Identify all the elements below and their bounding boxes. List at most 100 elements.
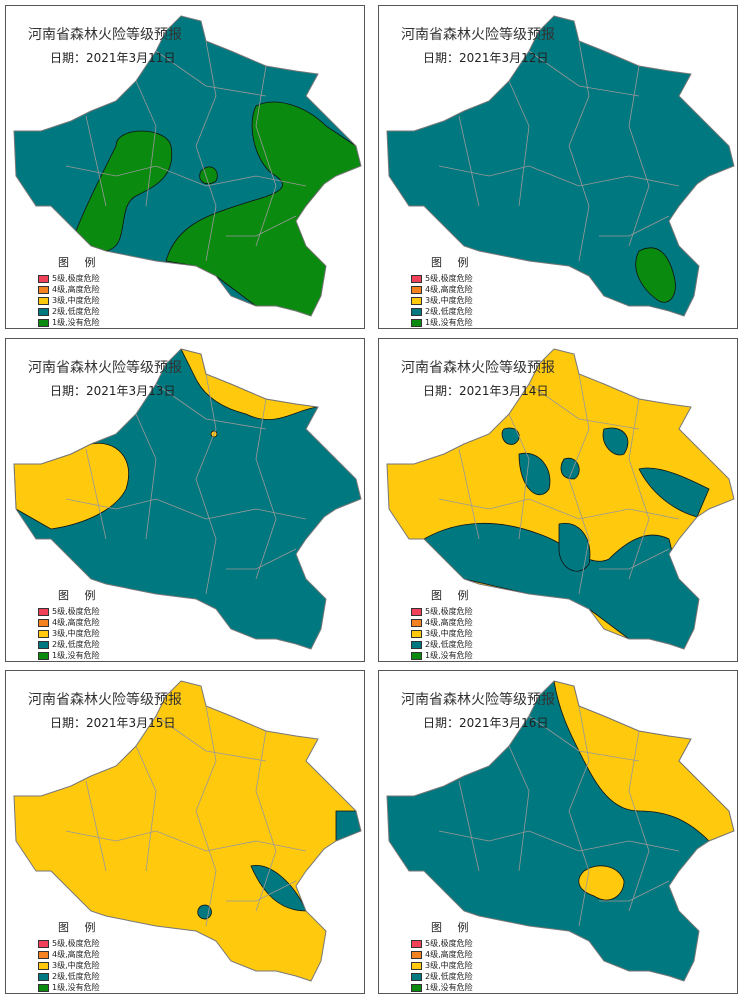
legend-label: 5级,极度危险	[52, 607, 100, 616]
legend-item: 4级,高度危险	[411, 949, 475, 960]
legend-label: 5级,极度危险	[425, 274, 473, 283]
map-title: 河南省森林火险等级预报	[401, 360, 555, 376]
legend-item: 5级,极度危险	[38, 938, 102, 949]
legend-swatch	[411, 950, 422, 959]
legend-label: 5级,极度危险	[425, 607, 473, 616]
legend-swatch	[38, 618, 49, 627]
province-border	[386, 15, 735, 317]
legend-swatch	[38, 629, 49, 638]
legend-swatch	[38, 274, 49, 283]
district-borders	[65, 705, 307, 927]
legend-swatch	[38, 318, 49, 327]
province-border	[13, 15, 362, 317]
legend-label: 1级,没有危险	[52, 651, 100, 660]
legend-label: 4级,高度危险	[52, 285, 100, 294]
legend-swatch	[411, 307, 422, 316]
legend-label: 4级,高度危险	[52, 618, 100, 627]
legend-item: 1级,没有危险	[38, 650, 102, 661]
legend: 图 例 5级,极度危险 4级,高度危险 3级,中度危险 2级,低度危险 1级,没有危险	[38, 254, 102, 328]
legend-label: 4级,高度危险	[425, 950, 473, 959]
forecast-map-panel: 河南省森林火险等级预报 日期：2021年3月11日图 例 5级,极度危险 4级,高度危…	[5, 5, 365, 329]
forecast-map-panel: 河南省森林火险等级预报 日期：2021年3月13日图 例 5级,极度危险 4级,高度危…	[5, 338, 365, 662]
legend-label: 3级,中度危险	[425, 296, 473, 305]
legend-item: 1级,没有危险	[411, 982, 475, 993]
legend-item: 5级,极度危险	[411, 273, 475, 284]
legend-item: 3级,中度危险	[411, 295, 475, 306]
map-date: 日期：2021年3月15日	[50, 716, 176, 730]
legend-label: 1级,没有危险	[52, 983, 100, 992]
map-date: 日期：2021年3月16日	[423, 716, 549, 730]
legend-swatch	[411, 274, 422, 283]
legend-item: 5级,极度危险	[411, 606, 475, 617]
legend-label: 2级,低度危险	[52, 307, 100, 316]
legend-title: 图 例	[431, 589, 475, 602]
map-date: 日期：2021年3月13日	[50, 384, 176, 398]
henan-map	[13, 680, 362, 982]
legend-label: 4级,高度危险	[425, 618, 473, 627]
risk-zone	[199, 166, 218, 185]
legend-item: 4级,高度危险	[38, 284, 102, 295]
district-borders	[65, 373, 307, 595]
legend-item: 5级,极度危险	[38, 606, 102, 617]
legend: 图 例 5级,极度危险 4级,高度危险 3级,中度危险 2级,低度危险 1级,没有危险	[38, 919, 102, 993]
legend-swatch	[411, 939, 422, 948]
henan-map	[13, 348, 362, 650]
legend-swatch	[38, 296, 49, 305]
legend-title: 图 例	[58, 921, 102, 934]
henan-map	[386, 348, 735, 650]
legend: 图 例 5级,极度危险 4级,高度危险 3级,中度危险 2级,低度危险 1级,没有危险	[411, 919, 475, 993]
province-border	[386, 680, 735, 982]
legend-item: 3级,中度危险	[38, 960, 102, 971]
legend-item: 1级,没有危险	[411, 650, 475, 661]
legend-swatch	[411, 629, 422, 638]
province-region	[387, 16, 734, 316]
map-title: 河南省森林火险等级预报	[401, 27, 555, 43]
legend-label: 2级,低度危险	[52, 640, 100, 649]
legend-item: 2级,低度危险	[411, 639, 475, 650]
legend-swatch	[38, 640, 49, 649]
legend-label: 3级,中度危险	[425, 961, 473, 970]
province-border	[13, 680, 362, 982]
legend-label: 4级,高度危险	[425, 285, 473, 294]
legend-item: 2级,低度危险	[38, 639, 102, 650]
legend-label: 3级,中度危险	[52, 296, 100, 305]
province-border	[386, 348, 735, 650]
legend-swatch	[38, 939, 49, 948]
district-borders	[65, 40, 307, 262]
legend-label: 1级,没有危险	[425, 318, 473, 327]
risk-zone	[638, 467, 710, 518]
legend: 图 例 5级,极度危险 4级,高度危险 3级,中度危险 2级,低度危险 1级,没有危险	[38, 587, 102, 661]
legend-swatch	[38, 983, 49, 992]
legend-item: 2级,低度危险	[411, 306, 475, 317]
legend-label: 1级,没有危险	[425, 651, 473, 660]
legend-swatch	[38, 285, 49, 294]
henan-map	[386, 15, 735, 317]
legend-swatch	[38, 307, 49, 316]
legend-swatch	[38, 607, 49, 616]
forecast-map-panel: 河南省森林火险等级预报 日期：2021年3月16日图 例 5级,极度危险 4级,高度危…	[378, 670, 738, 994]
province-border	[13, 348, 362, 650]
legend-swatch	[411, 285, 422, 294]
legend-item: 3级,中度危险	[411, 960, 475, 971]
map-title: 河南省森林火险等级预报	[28, 27, 182, 43]
district-borders	[438, 705, 680, 927]
legend-item: 3级,中度危险	[38, 628, 102, 639]
legend-label: 5级,极度危险	[425, 939, 473, 948]
legend-label: 1级,没有危险	[425, 983, 473, 992]
legend-label: 2级,低度危险	[52, 972, 100, 981]
legend-swatch	[411, 972, 422, 981]
legend-item: 3级,中度危险	[411, 628, 475, 639]
map-date: 日期：2021年3月14日	[423, 384, 549, 398]
legend-item: 1级,没有危险	[38, 982, 102, 993]
legend-label: 2级,低度危险	[425, 972, 473, 981]
legend-title: 图 例	[431, 256, 475, 269]
legend-item: 4级,高度危险	[411, 617, 475, 628]
legend-swatch	[411, 983, 422, 992]
forecast-map-panel: 河南省森林火险等级预报 日期：2021年3月15日图 例 5级,极度危险 4级,高度危…	[5, 670, 365, 994]
legend-item: 2级,低度危险	[38, 306, 102, 317]
legend-swatch	[411, 640, 422, 649]
legend-swatch	[411, 607, 422, 616]
legend-swatch	[38, 961, 49, 970]
province-region	[14, 681, 361, 981]
risk-zone	[558, 522, 591, 572]
